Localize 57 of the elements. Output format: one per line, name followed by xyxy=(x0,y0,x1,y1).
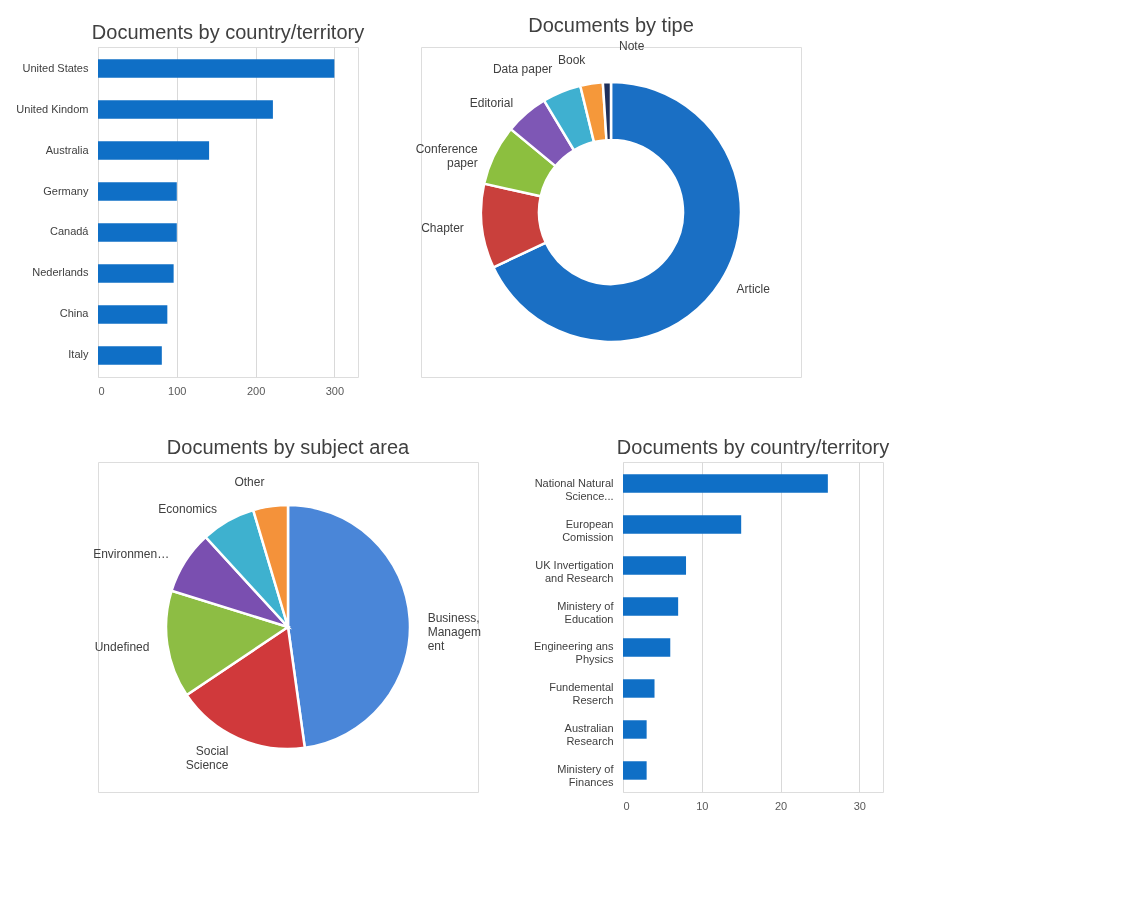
y-tick-label: Fundemental Reserch xyxy=(549,681,614,707)
y-tick-label: United States xyxy=(22,61,89,74)
slice-label: Book xyxy=(558,52,587,67)
y-tick-label: United Kindom xyxy=(16,102,89,115)
bar xyxy=(98,223,177,242)
bar xyxy=(98,59,335,78)
y-tick-label: European Comission xyxy=(562,517,614,543)
x-tick-label: 30 xyxy=(853,799,866,812)
y-tick-label: Nederlands xyxy=(32,266,89,279)
chart-title: Documents by subject area xyxy=(166,436,411,458)
x-tick-label: 300 xyxy=(325,384,345,397)
y-tick-label: Ministery of Finances xyxy=(557,763,615,789)
y-tick-label: Germany xyxy=(43,184,89,197)
slice-label: Note xyxy=(619,39,645,54)
slice-label: Conference paper xyxy=(415,141,478,170)
slice-label: Economics xyxy=(158,501,217,516)
bar xyxy=(98,182,177,201)
y-tick-label: Ministery of Education xyxy=(557,599,615,625)
bar xyxy=(623,515,742,534)
bar xyxy=(623,761,647,780)
bar xyxy=(98,100,273,119)
slice-label: Business, Managem ent xyxy=(427,610,482,653)
y-tick-label: Australian Research xyxy=(564,722,614,748)
x-tick-label: 0 xyxy=(98,384,105,397)
x-tick-label: 20 xyxy=(774,799,788,812)
x-tick-label: 100 xyxy=(168,384,187,397)
slice-label: Article xyxy=(736,282,771,297)
slice-label: Environmen… xyxy=(93,547,170,562)
y-tick-label: Canadá xyxy=(49,225,90,238)
x-tick-label: 0 xyxy=(623,799,630,812)
slice-label: Editorial xyxy=(469,95,514,110)
slice-label: Undefined xyxy=(94,639,150,654)
y-tick-label: China xyxy=(59,307,90,320)
bar xyxy=(98,264,174,283)
bar xyxy=(98,346,162,365)
y-tick-label: Italy xyxy=(68,348,89,361)
x-tick-label: 200 xyxy=(246,384,266,397)
y-tick-label: National Natural Science... xyxy=(534,476,614,502)
y-tick-label: Australia xyxy=(45,143,90,156)
y-tick-label: UK Invertigation and Research xyxy=(535,558,614,584)
bar xyxy=(623,474,828,493)
bar xyxy=(98,141,210,160)
bar xyxy=(623,556,687,575)
chart-title: Documents by country/territory xyxy=(91,21,365,43)
x-tick-label: 10 xyxy=(696,799,709,812)
y-tick-label: Engineering ans Physics xyxy=(533,640,614,666)
bar xyxy=(623,679,655,698)
bar xyxy=(98,305,168,324)
bar xyxy=(623,597,679,616)
chart-title: Documents by tipe xyxy=(528,14,694,37)
chart-title: Documents by country/territory xyxy=(616,436,890,458)
bar xyxy=(623,638,671,657)
slice-label: Other xyxy=(234,475,265,490)
bar xyxy=(623,720,647,739)
slice-label: Chapter xyxy=(421,220,464,235)
slice-label: Data paper xyxy=(492,61,553,76)
slice-label: Social Science xyxy=(185,744,229,773)
